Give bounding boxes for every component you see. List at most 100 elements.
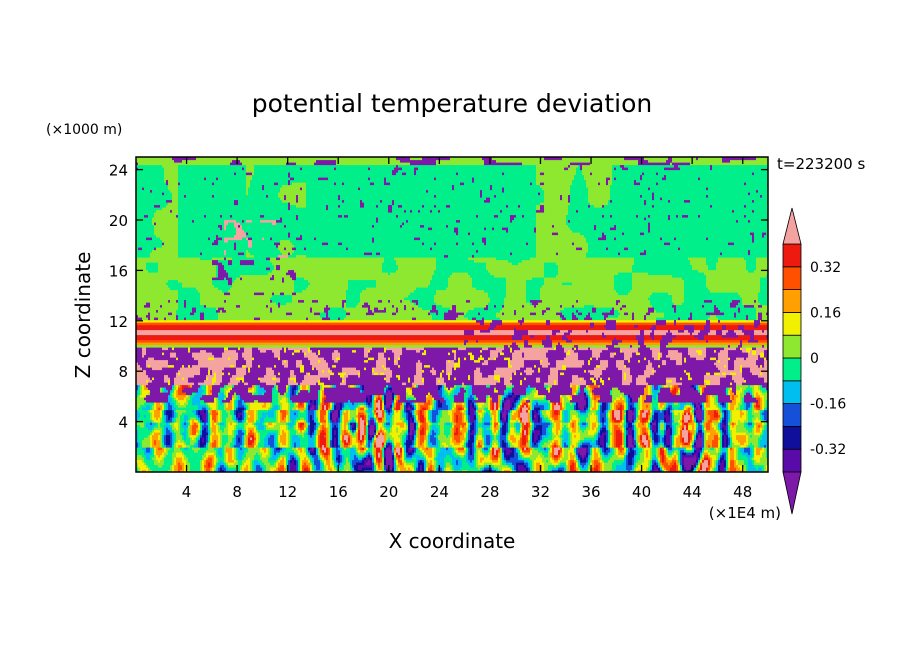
contour-cell: [644, 457, 651, 461]
contour-cell: [710, 454, 717, 458]
contour-cell: [732, 434, 737, 438]
contour-cell: [300, 467, 303, 471]
contour-cell: [400, 424, 405, 428]
contour-cell: [562, 444, 565, 448]
contour-cell: [380, 454, 383, 458]
contour-cell: [578, 469, 581, 472]
contour-cell: [366, 449, 373, 453]
contour-cell: [172, 444, 175, 448]
contour-cell: [680, 439, 683, 443]
contour-cell: [412, 449, 415, 453]
contour-cell: [432, 449, 435, 453]
contour-cell: [296, 419, 299, 423]
contour-cell: [358, 454, 365, 458]
contour-cell: [706, 467, 709, 471]
contour-cell: [452, 447, 455, 451]
contour-cell: [710, 469, 713, 472]
contour-cell: [528, 447, 531, 451]
contour-cell: [160, 419, 163, 423]
contour-cell: [592, 467, 595, 471]
contour-cell: [288, 452, 295, 456]
contour-cell: [610, 422, 613, 426]
contour-cell: [178, 439, 181, 443]
contour-cell: [340, 422, 343, 426]
contour-cell: [642, 432, 645, 436]
contour-cell: [276, 444, 279, 448]
contour-cell: [468, 469, 481, 472]
contour-cell: [592, 457, 595, 461]
contour-cell: [564, 437, 569, 441]
contour-cell: [210, 422, 213, 426]
contour-cell: [484, 467, 493, 471]
contour-cell: [696, 427, 699, 431]
contour-cell: [258, 444, 265, 448]
contour-cell: [330, 437, 333, 441]
contour-cell: [264, 449, 267, 453]
contour-cell: [404, 447, 407, 451]
contour-cell: [578, 439, 581, 443]
contour-cell: [714, 467, 717, 471]
contour-cell: [306, 419, 309, 423]
contour-cell: [374, 447, 377, 451]
contour-cell: [426, 437, 429, 441]
contour-cell: [136, 464, 139, 468]
contour-cell: [218, 429, 223, 433]
contour-cell: [592, 459, 595, 463]
contour-cell: [258, 432, 261, 436]
contour-cell: [632, 439, 635, 443]
contour-cell: [330, 427, 333, 431]
contour-cell: [332, 454, 335, 458]
contour-cell: [534, 447, 541, 451]
contour-cell: [740, 419, 745, 423]
contour-cell: [660, 459, 663, 463]
contour-cell: [598, 427, 601, 431]
contour-cell: [554, 424, 557, 428]
contour-cell: [658, 449, 661, 453]
contour-cell: [658, 467, 661, 471]
contour-cell: [244, 427, 247, 431]
contour-cell: [366, 434, 369, 438]
contour-cell: [160, 442, 163, 446]
contour-cell: [704, 449, 709, 453]
contour-cell: [228, 429, 233, 433]
contour-cell: [524, 454, 531, 458]
contour-cell: [336, 462, 339, 466]
contour-cell: [696, 462, 699, 466]
contour-cell: [234, 457, 237, 461]
contour-cell: [748, 452, 751, 456]
contour-cell: [262, 464, 267, 468]
contour-cell: [688, 469, 693, 472]
contour-cell: [172, 437, 175, 441]
contour-cell: [294, 424, 297, 428]
contour-cell: [218, 467, 221, 471]
contour-cell: [476, 449, 479, 453]
contour-cell: [228, 422, 231, 426]
contour-cell: [236, 457, 239, 461]
contour-cell: [570, 422, 573, 426]
contour-cell: [584, 429, 589, 433]
contour-cell: [410, 429, 413, 433]
contour-cell: [300, 437, 309, 441]
contour-cell: [436, 424, 441, 428]
contour-cell: [350, 429, 353, 433]
contour-cell: [162, 429, 165, 433]
contour-cell: [184, 417, 189, 421]
contour-cell: [356, 424, 359, 428]
contour-cell: [154, 447, 157, 451]
contour-cell: [466, 444, 469, 448]
contour-cell: [452, 444, 463, 448]
contour-cell: [498, 457, 501, 461]
contour-cell: [604, 422, 609, 426]
contour-cell: [254, 459, 259, 463]
contour-cell: [536, 442, 539, 446]
contour-cell: [224, 422, 227, 426]
contour-cell: [670, 467, 677, 471]
contour-cell: [468, 432, 471, 436]
contour-cell: [758, 442, 761, 446]
contour-cell: [170, 464, 173, 468]
contour-cell: [532, 419, 535, 423]
contour-cell: [666, 444, 671, 448]
contour-cell: [198, 437, 201, 441]
contour-cell: [700, 452, 703, 456]
contour-cell: [650, 457, 653, 461]
